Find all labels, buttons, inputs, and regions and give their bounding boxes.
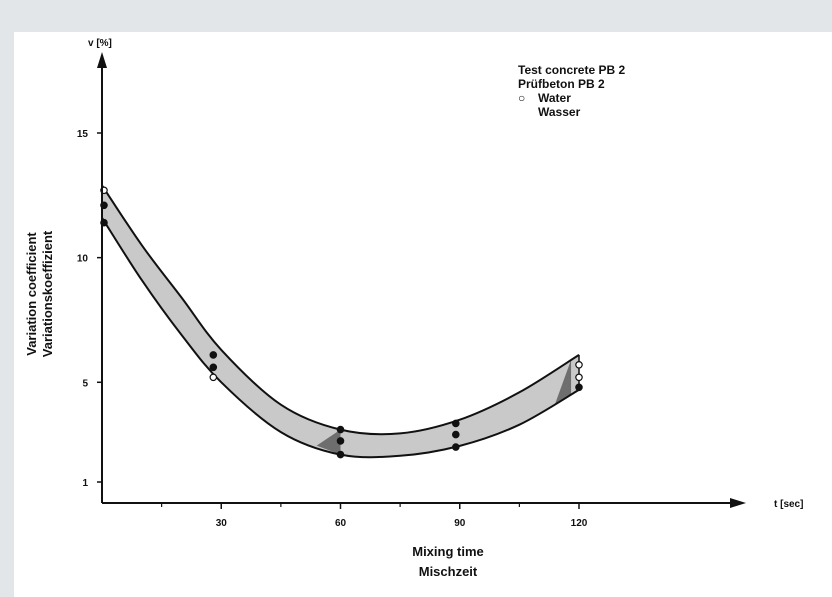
x-tick-label-2: 90 [454,518,466,529]
data-band-layer [101,184,580,459]
x-tick-label-1: 60 [335,518,347,529]
y-axis-title-line-2: Variationskoeffizient [40,230,55,357]
band-shade-0-0 [316,429,341,455]
data-point-12 [575,360,583,369]
legend-marker-open-circle: ○ [518,91,525,105]
data-point-13 [575,373,583,382]
legend-title-line-2: Prüfbeton PB 2 [518,77,605,91]
band-shade-0-1 [555,359,572,404]
x-axis-title-line-2: Mischzeit [419,564,478,579]
y-tick-label-3: 15 [77,129,89,140]
x-ticks: 30 60 90 120 [161,503,588,529]
data-point-10 [451,430,460,439]
data-point-14 [575,383,583,392]
band-upper-line-0 [101,184,580,436]
x-axis-unit: t [sec] [774,499,803,510]
x-axis-title-line-1: Mixing time [412,544,484,559]
x-axis-arrow [730,498,746,508]
data-point-4 [209,363,218,372]
y-axis-unit: v [%] [88,38,112,49]
data-point-5 [209,373,218,382]
band-lower-line-0 [101,217,580,459]
x-tick-label-0: 30 [216,518,228,529]
legend-entry-line-1: Water [538,91,571,105]
data-point-6 [336,425,345,434]
y-tick-label-1: 5 [82,378,88,389]
y-axis-arrow [97,52,107,68]
legend-entry-line-2: Wasser [538,105,581,119]
data-point-9 [451,419,460,428]
legend-title-line-1: Test concrete PB 2 [518,63,625,77]
y-axis-title-line-1: Variation coefficient [24,232,39,356]
legend: Test concrete PB 2 Prüfbeton PB 2 ○ Wate… [518,63,625,119]
data-point-7 [336,437,345,445]
data-point-3 [209,351,218,359]
data-point-8 [336,450,345,459]
x-tick-label-3: 120 [571,518,588,529]
chart-panel: 1 5 10 15 30 60 90 120 v [%] t [sec] Variation… [14,32,832,597]
band-fill-0 [102,185,579,458]
data-point-11 [451,443,460,451]
y-tick-label-0: 1 [82,478,88,489]
axes [97,52,746,508]
y-axis-title: Variation coefficient Variationskoeffizi… [24,230,55,357]
y-tick-label-2: 10 [77,254,89,265]
x-axis-title: Mixing time Mischzeit [412,544,484,579]
